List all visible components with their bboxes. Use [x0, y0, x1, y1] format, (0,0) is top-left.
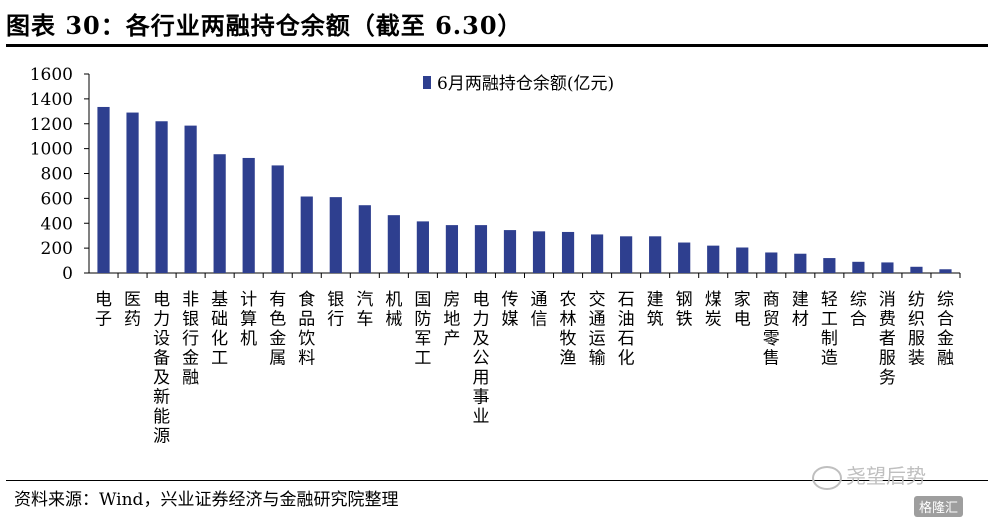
bar [881, 262, 894, 273]
bar [910, 266, 923, 273]
x-tick-label: 计算机 [240, 290, 257, 349]
x-tick-label: 房地产 [443, 290, 460, 349]
y-tick-label: 1400 [30, 90, 73, 110]
bar [155, 121, 168, 273]
x-tick-label: 钢铁 [676, 290, 693, 330]
y-tick-label: 1000 [30, 140, 73, 160]
bar [300, 196, 313, 273]
bar [213, 154, 226, 273]
bars [97, 106, 952, 274]
x-tick-label: 建材 [792, 290, 809, 330]
bar [474, 225, 488, 273]
bar [736, 247, 749, 273]
bar [242, 157, 255, 273]
watermark: 尧望后势 [812, 460, 926, 490]
bar [765, 252, 778, 273]
bar [561, 231, 575, 273]
bar [445, 225, 459, 273]
x-tick-label: 商贸零售 [763, 290, 780, 369]
x-axis-labels: 电子医药电力设备及新能源非银行金融基础化工计算机有色金属食品饮料银行汽车机械国防… [95, 290, 954, 447]
legend-swatch [423, 76, 431, 89]
x-tick-label: 煤炭 [705, 290, 722, 330]
x-tick-label: 电子 [95, 290, 112, 330]
bar [271, 165, 284, 273]
x-tick-label: 综合 [850, 290, 867, 330]
wechat-icon [812, 465, 842, 490]
x-tick-label: 农林牧渔 [560, 290, 577, 369]
bar [620, 236, 633, 273]
bar [126, 112, 139, 274]
x-tick-label: 医药 [124, 290, 141, 330]
x-tick-label: 汽车 [356, 290, 373, 330]
bar [678, 242, 691, 273]
watermark-secondary: 格隆汇 [914, 496, 964, 517]
x-tick-label: 食品饮料 [298, 290, 315, 369]
x-tick-label: 基础化工 [211, 290, 228, 369]
x-tick-label: 轻工制造 [821, 290, 838, 369]
bar [649, 236, 662, 273]
bar [852, 261, 865, 273]
bar [823, 258, 836, 273]
bar [590, 234, 604, 273]
watermark-text: 尧望后势 [846, 464, 926, 488]
x-tick-label: 石油石化 [618, 290, 635, 369]
bar [329, 197, 342, 273]
bar [532, 231, 546, 273]
bar [707, 245, 720, 273]
bar [939, 269, 952, 273]
bar [184, 125, 197, 273]
bar [794, 253, 807, 273]
legend: 6月两融持仓余额(亿元) [423, 74, 614, 94]
y-tick-label: 1600 [30, 65, 73, 85]
bar [97, 106, 110, 273]
y-axis: 0 200 400 600 800 1000 1200 1400 1600 [30, 65, 961, 284]
legend-label: 6月两融持仓余额(亿元) [437, 74, 614, 94]
y-tick-label: 1200 [30, 115, 73, 135]
x-tick-label: 通信 [531, 290, 548, 330]
y-tick-label: 600 [41, 189, 73, 209]
y-tick-label: 800 [41, 165, 73, 185]
y-tick-label: 0 [62, 264, 73, 284]
bar [387, 215, 400, 273]
x-tick-label: 纺织服装 [908, 290, 925, 369]
bar-chart: 0 200 400 600 800 1000 1200 1400 1600 电子医药电力设备及新… [30, 65, 961, 447]
x-tick-label: 交通运输 [589, 290, 606, 369]
x-tick-label: 消费者服务 [879, 290, 896, 388]
x-tick-label: 传媒 [501, 290, 518, 330]
bar [358, 205, 371, 273]
y-tick-label: 200 [41, 239, 73, 259]
x-tick-label: 银行 [327, 290, 344, 330]
bar [503, 230, 517, 273]
x-tick-label: 有色金属 [269, 290, 286, 369]
x-tick-label: 家电 [734, 290, 751, 330]
x-tick-label: 建筑 [647, 290, 664, 330]
x-tick-label: 电力设备及新能源 [153, 290, 170, 447]
chart-title: 图表 30：各行业两融持仓余额（截至 6.30） [6, 11, 523, 40]
footer-rule [6, 480, 988, 481]
x-tick-label: 国防军工 [414, 290, 431, 369]
x-tick-label: 非银行金融 [182, 290, 199, 388]
bar [416, 221, 429, 273]
x-tick-label: 机械 [385, 290, 402, 330]
title-rule [6, 44, 988, 47]
source-note: 资料来源：Wind，兴业证券经济与金融研究院整理 [14, 490, 399, 510]
x-tick-label: 电力及公用事业 [472, 290, 489, 427]
x-tick-label: 综合金融 [937, 290, 954, 369]
y-tick-label: 400 [41, 214, 73, 234]
